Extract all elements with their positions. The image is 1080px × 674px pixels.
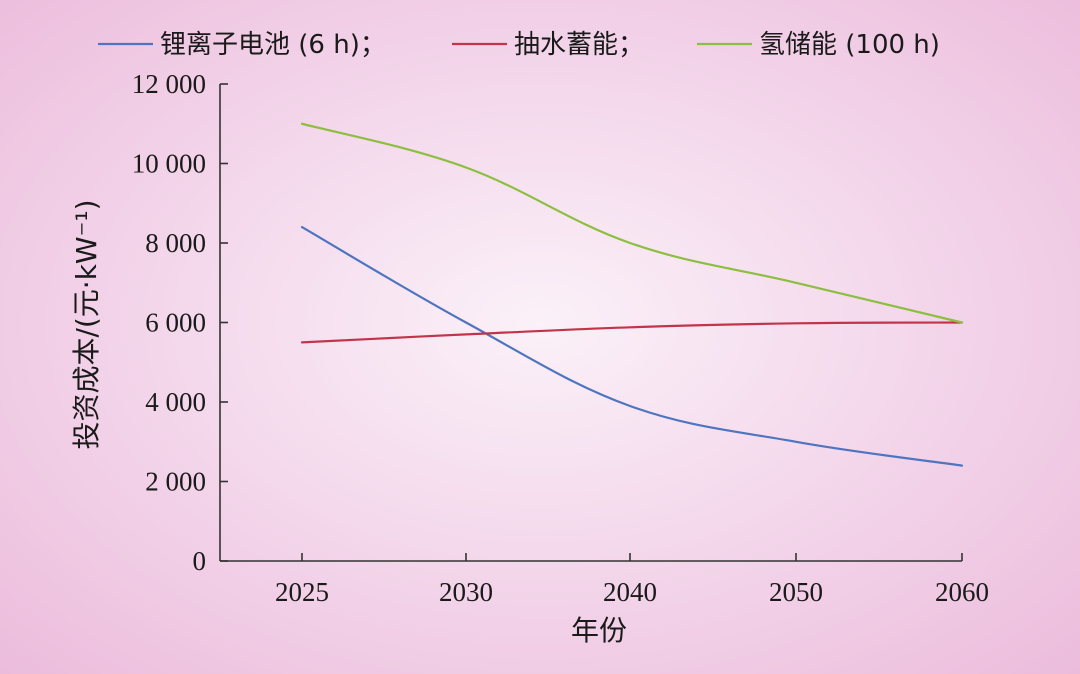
x-tick-label: 2040 [603, 577, 657, 607]
series-line-1 [300, 226, 964, 467]
x-axis-ticks: 2025 2030 2040 2050 2060 [275, 553, 989, 607]
legend-label-1: 锂离子电池 (6 h)； [160, 30, 386, 60]
y-axis-ticks: 0 2 000 4 000 6 000 8 000 10 000 12 000 [132, 69, 228, 576]
y-tick-label: 4 000 [145, 387, 206, 417]
y-tick-label: 12 000 [132, 69, 206, 99]
legend: 锂离子电池 (6 h)； 抽水蓄能； 氢储能 (100 h) [98, 30, 940, 60]
y-tick-label: 10 000 [132, 149, 206, 179]
series-line-3 [300, 122, 964, 324]
x-tick-label: 2030 [439, 577, 493, 607]
y-tick-label: 8 000 [145, 228, 206, 258]
series-line-2 [300, 321, 964, 344]
x-tick-label: 2060 [935, 577, 989, 607]
legend-label-2: 抽水蓄能； [514, 30, 644, 60]
x-tick-label: 2025 [275, 577, 329, 607]
y-tick-label: 6 000 [145, 308, 206, 338]
y-tick-label: 0 [193, 546, 207, 576]
x-axis-title: 年份 [571, 614, 627, 647]
legend-label-3: 氢储能 (100 h) [759, 30, 940, 60]
y-tick-label: 2 000 [145, 467, 206, 497]
x-tick-label: 2050 [769, 577, 823, 607]
series-lines [300, 122, 964, 467]
y-axis-title: 投资成本/(元·kW⁻¹) [70, 199, 103, 449]
